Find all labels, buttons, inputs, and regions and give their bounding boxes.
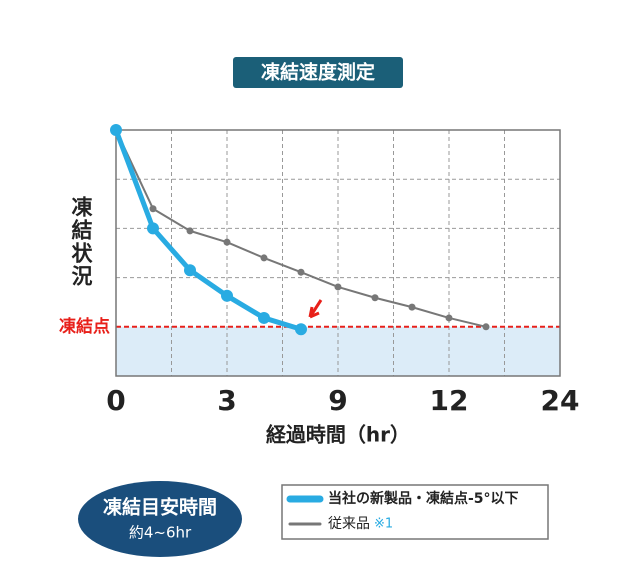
title-box [233,57,403,88]
x-axis-label: 経過時間（hr） [266,423,410,447]
data-point [258,311,270,324]
x-tick-label: 9 [328,384,347,417]
badge-title: 凍結目安時間 [103,496,217,519]
x-tick-label: 0 [106,384,125,417]
series-line [113,129,302,332]
data-point [482,323,490,331]
data-point [445,314,453,322]
x-tick-label: 24 [541,384,580,417]
legend-note: ※1 [374,517,393,532]
data-point [260,254,268,262]
data-point [221,289,233,302]
data-point [147,222,159,235]
legend-label: 当社の新製品・凍結点-5°以下 [328,490,519,507]
data-point [371,294,379,302]
x-tick-label: 3 [217,384,236,417]
data-point [184,264,196,277]
data-point [295,323,307,336]
y-axis-label: 凍結状況 [69,196,93,288]
badge-text: 約4~6hr [129,524,192,542]
chart-title: 凍結速度測定 [261,61,375,84]
data-point [149,205,157,213]
legend-label: 従来品 [328,516,370,532]
data-point [223,238,231,246]
data-point [297,268,305,276]
x-tick-label: 12 [430,384,469,417]
data-point [334,283,342,291]
plot-frame [115,129,561,377]
data-point [186,227,194,235]
data-point [110,124,122,136]
arrow [308,299,323,319]
badge [78,481,242,557]
data-point [408,303,416,311]
legend-box [281,484,549,540]
freeze-label: 凍結点 [59,316,110,337]
